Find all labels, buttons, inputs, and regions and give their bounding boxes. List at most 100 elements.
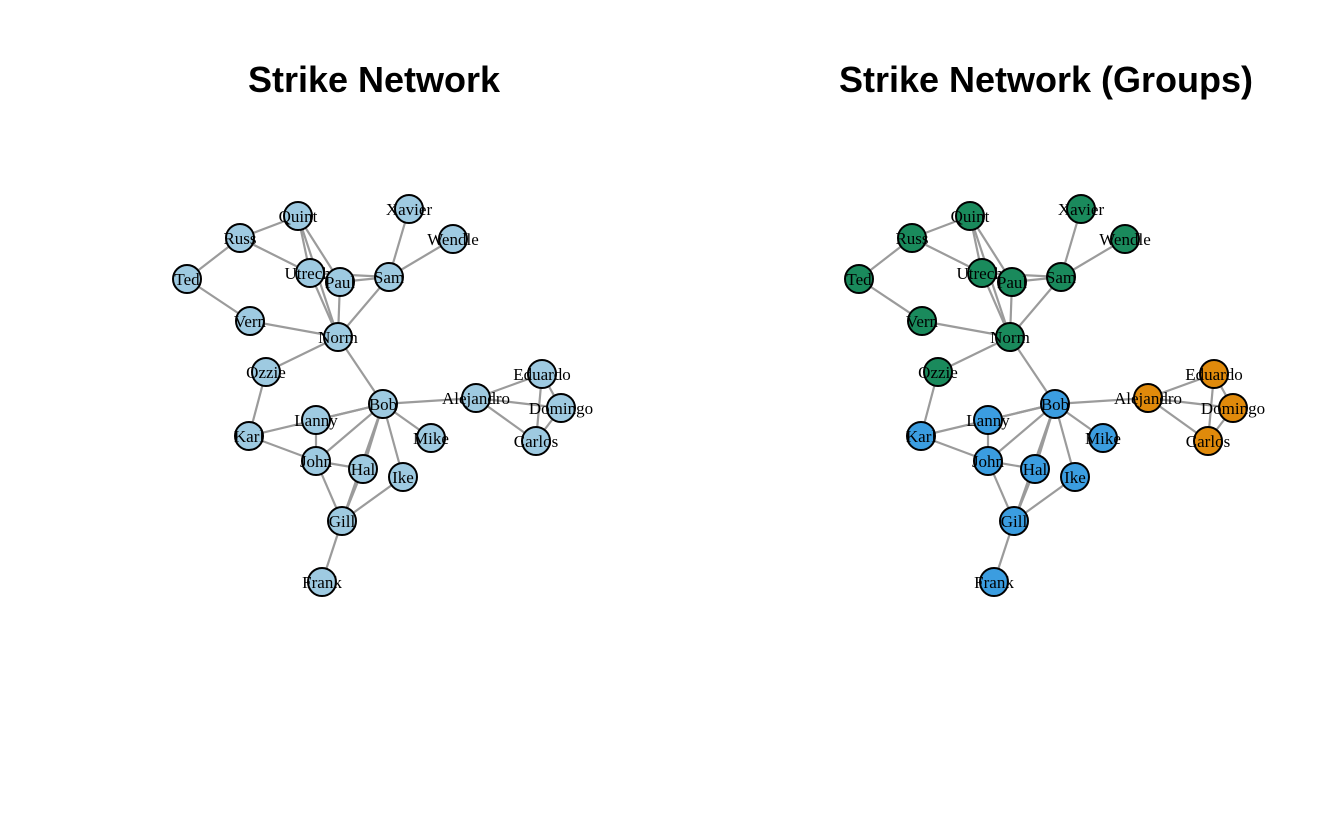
node-circle bbox=[461, 383, 491, 413]
node-label: Utrecht bbox=[957, 264, 1008, 283]
node-circle bbox=[1133, 383, 1163, 413]
node-ted: Ted bbox=[172, 264, 202, 294]
node-label: Ted bbox=[174, 270, 200, 289]
node-label: Gill bbox=[329, 512, 356, 531]
node-label: Alejandro bbox=[1114, 389, 1182, 408]
node-circle bbox=[1060, 462, 1090, 492]
node-label: Ike bbox=[1064, 468, 1086, 487]
node-label: Russ bbox=[895, 229, 928, 248]
node-label: Domingo bbox=[1201, 399, 1265, 418]
node-circle bbox=[235, 306, 265, 336]
node-ozzie: Ozzie bbox=[918, 357, 958, 387]
node-norm: Norm bbox=[318, 322, 358, 352]
node-vern: Vern bbox=[234, 306, 267, 336]
node-circle bbox=[967, 258, 997, 288]
node-circle bbox=[325, 267, 355, 297]
node-circle bbox=[1193, 426, 1223, 456]
node-circle bbox=[955, 201, 985, 231]
node-mike: Mike bbox=[413, 423, 449, 453]
node-sam: Sam bbox=[1046, 262, 1076, 292]
node-label: Ike bbox=[392, 468, 414, 487]
node-paul: Paul bbox=[997, 267, 1028, 297]
node-circle bbox=[897, 223, 927, 253]
node-gill: Gill bbox=[999, 506, 1029, 536]
node-circle bbox=[1199, 359, 1229, 389]
node-circle bbox=[844, 264, 874, 294]
node-label: Hal bbox=[1023, 460, 1048, 479]
node-circle bbox=[973, 405, 1003, 435]
node-circle bbox=[368, 389, 398, 419]
node-ted: Ted bbox=[844, 264, 874, 294]
node-norm: Norm bbox=[990, 322, 1030, 352]
node-sam: Sam bbox=[374, 262, 404, 292]
node-label: Karl bbox=[906, 427, 936, 446]
node-label: Alejandro bbox=[442, 389, 510, 408]
node-label: Hal bbox=[351, 460, 376, 479]
node-label: Wendle bbox=[427, 230, 479, 249]
node-circle bbox=[997, 267, 1027, 297]
node-circle bbox=[348, 454, 378, 484]
node-label: John bbox=[300, 452, 333, 471]
node-label: Carlos bbox=[514, 432, 558, 451]
node-gill: Gill bbox=[327, 506, 357, 536]
node-label: Bob bbox=[369, 395, 397, 414]
node-label: Gill bbox=[1001, 512, 1028, 531]
node-label: Xavier bbox=[1058, 200, 1105, 219]
node-circle bbox=[438, 224, 468, 254]
node-circle bbox=[225, 223, 255, 253]
node-circle bbox=[374, 262, 404, 292]
node-bob: Bob bbox=[1040, 389, 1070, 419]
node-label: Paul bbox=[997, 273, 1028, 292]
node-circle bbox=[251, 357, 281, 387]
node-circle bbox=[1020, 454, 1050, 484]
network-diagram-groups: Strike Network (Groups) Quint Xavier Russ W… bbox=[839, 59, 1265, 597]
node-frank: Frank bbox=[974, 567, 1014, 597]
node-circle bbox=[907, 306, 937, 336]
node-label: Xavier bbox=[386, 200, 433, 219]
node-label: Mike bbox=[1085, 429, 1121, 448]
node-label: Frank bbox=[974, 573, 1014, 592]
node-label: Frank bbox=[302, 573, 342, 592]
node-label: Carlos bbox=[1186, 432, 1230, 451]
node-domingo: Domingo bbox=[529, 393, 593, 423]
node-label: Vern bbox=[234, 312, 267, 331]
panel-strike-network: Strike Network Quint Xavier Russ Wendle Ted U… bbox=[172, 59, 593, 597]
node-label: Vern bbox=[906, 312, 939, 331]
node-label: Sam bbox=[1046, 268, 1076, 287]
node-lanny: Lanny bbox=[294, 405, 338, 435]
node-label: Sam bbox=[374, 268, 404, 287]
edge-bob-alejandro bbox=[1054, 396, 1149, 406]
node-eduardo: Eduardo bbox=[1185, 359, 1243, 389]
node-carlos: Carlos bbox=[1186, 426, 1230, 456]
node-circle bbox=[1066, 194, 1096, 224]
node-label: Karl bbox=[234, 427, 264, 446]
node-circle bbox=[1088, 423, 1118, 453]
node-alejandro: Alejandro bbox=[1114, 383, 1182, 413]
node-label: Norm bbox=[990, 328, 1030, 347]
node-label: Quint bbox=[279, 207, 318, 226]
node-frank: Frank bbox=[302, 567, 342, 597]
node-label: Lanny bbox=[294, 411, 338, 430]
node-carlos: Carlos bbox=[514, 426, 558, 456]
node-label: Ted bbox=[846, 270, 872, 289]
node-label: Wendle bbox=[1099, 230, 1151, 249]
node-circle bbox=[301, 446, 331, 476]
node-circle bbox=[521, 426, 551, 456]
node-karl: Karl bbox=[906, 421, 936, 451]
node-circle bbox=[323, 322, 353, 352]
node-label: Lanny bbox=[966, 411, 1010, 430]
node-circle bbox=[416, 423, 446, 453]
node-label: Ozzie bbox=[918, 363, 958, 382]
node-wendle: Wendle bbox=[1099, 224, 1151, 254]
node-label: Norm bbox=[318, 328, 358, 347]
node-vern: Vern bbox=[906, 306, 939, 336]
node-eduardo: Eduardo bbox=[513, 359, 571, 389]
node-karl: Karl bbox=[234, 421, 264, 451]
node-label: Paul bbox=[325, 273, 356, 292]
network-diagram-plain: Strike Network Quint Xavier Russ Wendle Ted U… bbox=[172, 59, 593, 597]
node-label: Quint bbox=[951, 207, 990, 226]
node-russ: Russ bbox=[895, 223, 929, 253]
node-circle bbox=[1110, 224, 1140, 254]
panel-title: Strike Network bbox=[248, 59, 501, 100]
